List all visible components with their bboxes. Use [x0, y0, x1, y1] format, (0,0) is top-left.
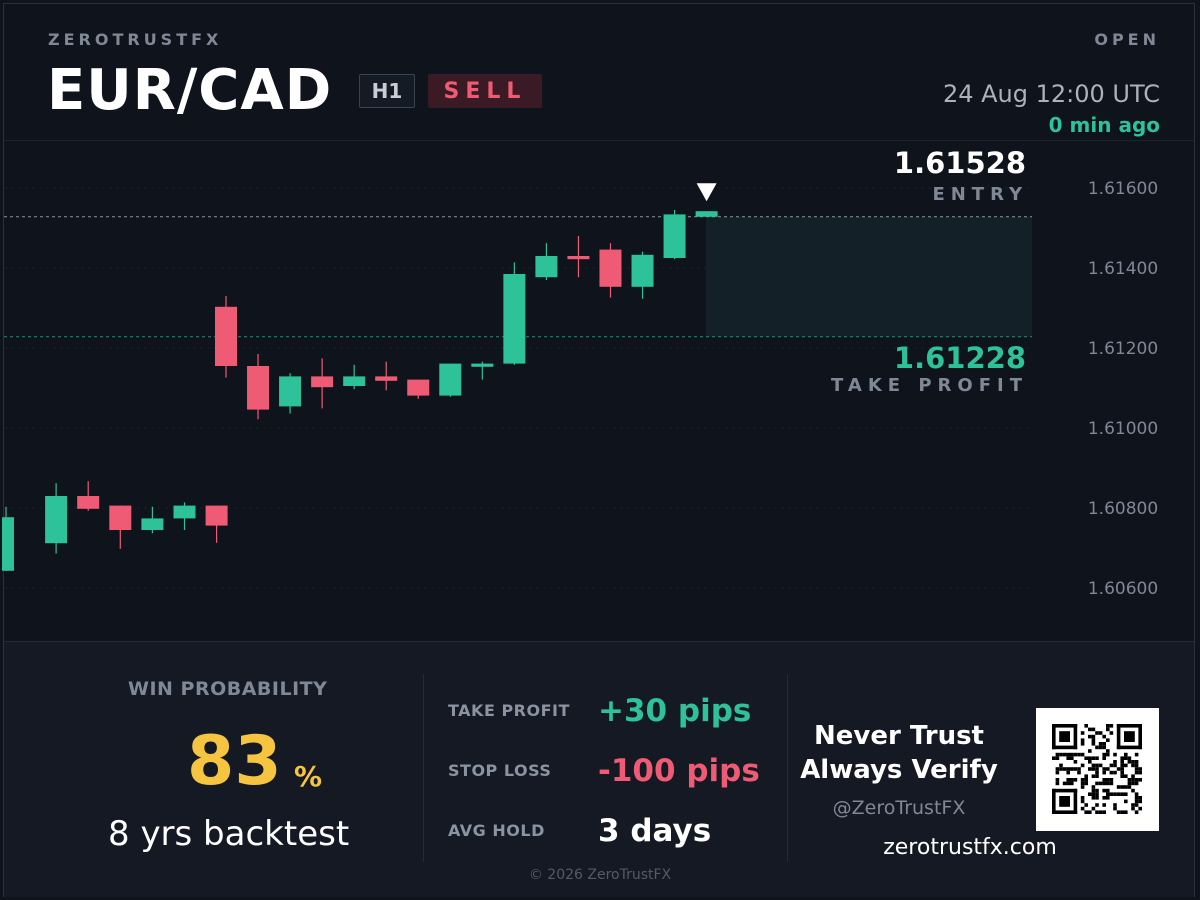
price-tick-label: 1.60800	[1088, 499, 1158, 519]
candle	[375, 361, 398, 391]
avg-hold-stat-label: AVG HOLD	[448, 821, 545, 840]
updated-ago: 0 min ago	[1048, 113, 1160, 137]
candle	[631, 251, 654, 299]
price-tick-label: 1.61000	[1088, 419, 1158, 439]
win-probability-unit: %	[294, 760, 323, 793]
candle	[77, 481, 100, 511]
trade-status: OPEN	[1094, 30, 1160, 49]
candle	[173, 502, 196, 530]
candle	[503, 262, 526, 365]
candle	[599, 243, 622, 298]
take-profit-stat-value: +30 pips	[598, 693, 752, 729]
social-handle: @ZeroTrustFX	[832, 797, 966, 819]
price-tick-label: 1.61200	[1088, 339, 1158, 359]
signal-timestamp: 24 Aug 12:00 UTC	[942, 80, 1160, 108]
candle	[205, 505, 228, 543]
stats-panel	[4, 641, 1194, 897]
candle	[695, 211, 718, 217]
price-tick-label: 1.61600	[1088, 179, 1158, 199]
candle	[2, 506, 14, 571]
stop-loss-stat-value: -100 pips	[598, 753, 760, 789]
avg-hold-stat-value: 3 days	[598, 813, 712, 849]
backtest-period: 8 yrs backtest	[108, 814, 350, 854]
price-chart: 1.61600 1.61400 1.61200 1.61000 1.60800 1.606…	[2, 179, 1158, 599]
qr-code-icon[interactable]	[1036, 708, 1159, 831]
candle	[407, 379, 430, 399]
win-probability-label: WIN PROBABILITY	[128, 678, 328, 700]
stats-divider	[787, 674, 788, 862]
candle	[141, 506, 164, 534]
brand-name: ZEROTRUSTFX	[48, 30, 223, 49]
trade-side-badge: SELL	[428, 74, 542, 108]
candle	[535, 243, 558, 280]
candle	[471, 361, 494, 380]
candle	[45, 483, 68, 554]
take-profit-label: TAKE PROFIT	[831, 375, 1028, 396]
price-axis: 1.61600 1.61400 1.61200 1.61000 1.60800 1.606…	[1088, 179, 1158, 599]
entry-price: 1.61528	[893, 146, 1026, 180]
price-tick-label: 1.60600	[1088, 579, 1158, 599]
candle	[109, 505, 132, 549]
candle	[567, 236, 590, 278]
website-link[interactable]: zerotrustfx.com	[883, 835, 1057, 860]
stop-loss-stat-label: STOP LOSS	[448, 761, 552, 780]
candle	[215, 296, 237, 378]
candle	[663, 210, 686, 260]
candle	[311, 358, 334, 409]
candle	[247, 354, 270, 420]
timeframe-badge: H1	[359, 74, 415, 108]
copyright: © 2026 ZeroTrustFX	[528, 867, 672, 883]
take-profit-zone	[706, 216, 1032, 337]
take-profit-price: 1.61228	[893, 341, 1026, 375]
currency-pair-title: EUR/CAD	[47, 58, 333, 123]
qr-code-pattern	[1052, 724, 1142, 814]
price-tick-label: 1.61400	[1088, 259, 1158, 279]
candle	[279, 373, 302, 414]
candle	[439, 363, 462, 397]
take-profit-stat-label: TAKE PROFIT	[448, 701, 570, 720]
candle	[343, 364, 366, 390]
stats-divider	[423, 674, 424, 862]
candlestick-series	[2, 210, 718, 571]
slogan-line-2: Always Verify	[800, 755, 998, 785]
win-probability-value: 83	[187, 722, 282, 801]
slogan-line-1: Never Trust	[814, 721, 984, 751]
entry-label: ENTRY	[932, 184, 1028, 205]
header-divider	[4, 140, 1194, 141]
sell-marker-icon	[696, 183, 717, 202]
